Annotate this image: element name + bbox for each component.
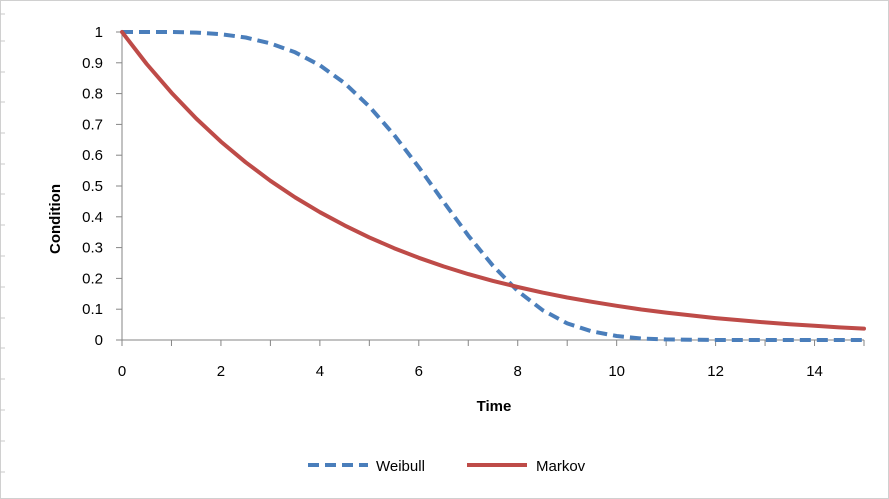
y-tick-label: 1	[95, 24, 103, 41]
y-axis-title: Condition	[47, 184, 64, 254]
x-tick-label: 0	[118, 363, 126, 380]
legend-label-weibull: Weibull	[376, 458, 425, 475]
x-tick-label: 10	[608, 363, 625, 380]
frame-tick-marks	[0, 13, 5, 473]
y-tick-label: 0.7	[82, 116, 103, 133]
y-tick-label: 0.5	[82, 178, 103, 195]
series-line-weibull	[122, 30, 864, 342]
y-tick-label: 0	[95, 332, 103, 349]
legend: Weibull Markov	[308, 458, 586, 475]
x-tick-label: 8	[514, 363, 522, 380]
y-axis: 0 0.1 0.2 0.3 0.4 0.5 0.6 0.7 0.8 0.9 1	[82, 24, 123, 349]
x-tick-label: 14	[806, 363, 823, 380]
legend-label-markov: Markov	[536, 458, 586, 475]
x-tick-label: 12	[707, 363, 724, 380]
y-tick-label: 0.9	[82, 55, 103, 72]
x-axis-title: Time	[477, 398, 512, 415]
x-axis: 0 2 4 6 8 10 12 14	[118, 339, 865, 380]
y-tick-label: 0.2	[82, 270, 103, 287]
series-lines	[120, 30, 866, 342]
y-tick-label: 0.1	[82, 301, 103, 318]
y-tick-label: 0.6	[82, 147, 103, 164]
y-tick-label: 0.3	[82, 240, 103, 257]
x-tick-label: 4	[316, 363, 324, 380]
y-tick-label: 0.8	[82, 86, 103, 103]
series-line-markov	[120, 30, 866, 331]
x-tick-label: 6	[415, 363, 423, 380]
x-tick-label: 2	[217, 363, 225, 380]
y-tick-label: 0.4	[82, 209, 103, 226]
